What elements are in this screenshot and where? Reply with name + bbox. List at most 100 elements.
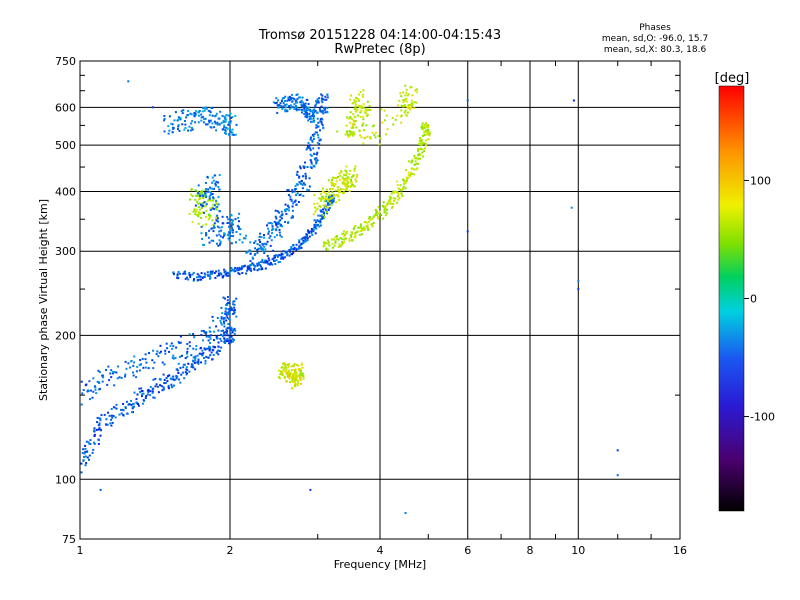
- data-point: [194, 198, 197, 201]
- data-point: [205, 331, 208, 334]
- data-point: [208, 326, 211, 329]
- data-point: [310, 231, 313, 234]
- data-point: [362, 229, 365, 232]
- data-point: [333, 238, 336, 241]
- data-point: [410, 99, 413, 102]
- data-point: [339, 245, 342, 248]
- data-point: [263, 236, 266, 239]
- data-point: [209, 354, 212, 357]
- data-point: [400, 121, 403, 124]
- data-point: [211, 206, 214, 209]
- data-point: [265, 260, 268, 263]
- data-point: [420, 143, 423, 146]
- data-point: [362, 89, 365, 92]
- data-point: [203, 201, 206, 204]
- data-point: [131, 406, 134, 409]
- data-point: [235, 231, 238, 233]
- data-point: [310, 162, 313, 165]
- data-point: [309, 144, 312, 147]
- data-point: [313, 193, 316, 196]
- data-point: [216, 217, 219, 220]
- data-point: [280, 254, 282, 257]
- data-point: [186, 352, 188, 355]
- data-point: [314, 106, 317, 109]
- data-point: [227, 123, 230, 126]
- data-point: [177, 125, 180, 128]
- data-point: [231, 116, 234, 119]
- data-point: [236, 269, 239, 272]
- data-point: [159, 384, 162, 387]
- data-point: [397, 195, 399, 198]
- data-point: [176, 119, 179, 122]
- data-point: [297, 201, 300, 203]
- data-point: [225, 314, 228, 317]
- data-point: [161, 389, 164, 392]
- data-point: [316, 151, 319, 154]
- data-point: [147, 390, 150, 393]
- data-point: [318, 197, 321, 200]
- data-point: [171, 131, 174, 134]
- data-point: [327, 203, 330, 206]
- data-point: [330, 184, 333, 187]
- data-point: [229, 120, 232, 123]
- data-point: [221, 215, 224, 218]
- data-point: [204, 182, 207, 184]
- data-point: [272, 101, 275, 104]
- data-point: [222, 329, 224, 332]
- data-point: [267, 222, 270, 225]
- data-point: [402, 187, 405, 190]
- data-point: [308, 177, 311, 180]
- data-point: [164, 349, 167, 352]
- data-point: [363, 227, 365, 230]
- data-point: [103, 413, 106, 416]
- data-point: [426, 130, 429, 133]
- data-point: [87, 441, 90, 444]
- data-point: [225, 126, 227, 129]
- data-point: [320, 218, 323, 220]
- data-point: [334, 241, 337, 244]
- data-point: [234, 269, 237, 272]
- data-point: [329, 197, 332, 200]
- data-point: [286, 189, 289, 192]
- data-point: [142, 399, 145, 401]
- data-point: [312, 117, 315, 120]
- data-point: [319, 118, 322, 121]
- data-point: [313, 138, 315, 140]
- data-point: [383, 109, 386, 112]
- data-point: [182, 109, 185, 112]
- data-point: [276, 254, 279, 257]
- data-point: [203, 272, 206, 275]
- data-point: [225, 328, 228, 331]
- data-point: [320, 97, 323, 100]
- data-point: [171, 375, 174, 378]
- data-point: [218, 226, 221, 229]
- data-point: [301, 111, 303, 114]
- data-point: [282, 257, 285, 260]
- data-point: [296, 192, 299, 195]
- data-point: [403, 111, 406, 114]
- data-point: [201, 211, 204, 214]
- data-point: [208, 345, 211, 348]
- data-point: [385, 133, 388, 136]
- data-point: [331, 179, 333, 182]
- data-point: [307, 108, 310, 111]
- data-point: [351, 102, 354, 105]
- data-point: [218, 243, 221, 246]
- data-point: [211, 106, 214, 109]
- data-point: [101, 380, 104, 383]
- data-point: [199, 194, 202, 197]
- data-point: [288, 206, 290, 209]
- data-point: [410, 173, 412, 176]
- data-point: [385, 208, 388, 211]
- data-point: [96, 380, 99, 383]
- data-point: [189, 112, 192, 115]
- data-point: [270, 239, 273, 242]
- data-point: [295, 376, 298, 379]
- data-point: [213, 330, 216, 333]
- data-point: [399, 184, 402, 187]
- data-point: [362, 118, 365, 121]
- data-point: [205, 203, 208, 206]
- data-point: [318, 205, 321, 207]
- data-point: [203, 211, 205, 214]
- data-point: [326, 111, 329, 114]
